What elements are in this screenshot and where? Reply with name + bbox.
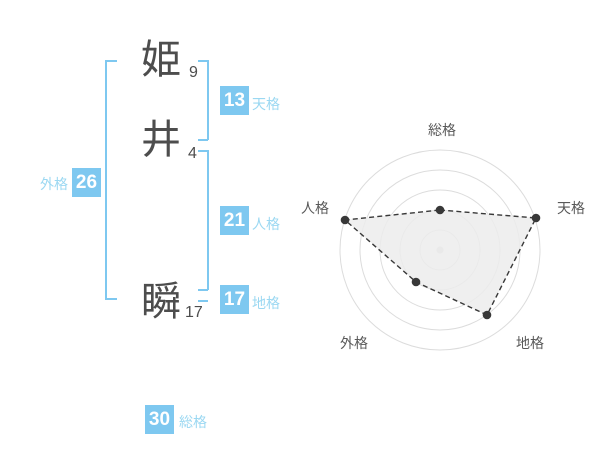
svg-text:外格: 外格 bbox=[340, 333, 368, 353]
svg-text:総格: 総格 bbox=[428, 120, 456, 140]
svg-text:地格: 地格 bbox=[516, 333, 544, 353]
svg-text:天格: 天格 bbox=[557, 198, 585, 218]
svg-text:人格: 人格 bbox=[301, 198, 329, 218]
